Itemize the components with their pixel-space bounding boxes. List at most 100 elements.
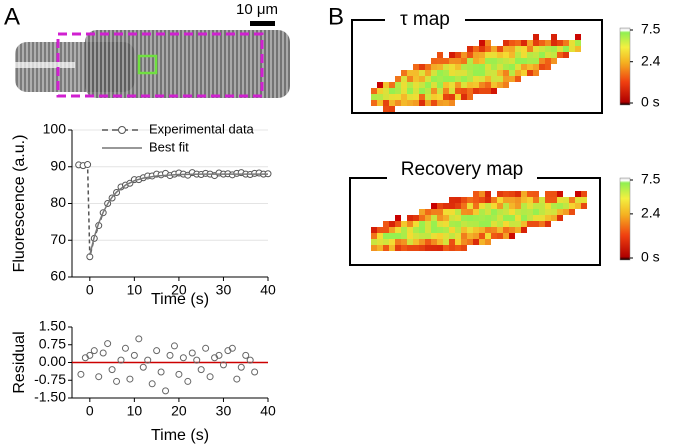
map-pixel bbox=[437, 221, 443, 227]
map-pixel bbox=[515, 46, 521, 52]
map-pixel bbox=[563, 203, 569, 209]
x-tick-label: 30 bbox=[216, 403, 232, 419]
colorbar-tick-label: 0 s bbox=[641, 94, 660, 110]
map-pixel bbox=[539, 197, 545, 203]
map-pixel bbox=[527, 64, 533, 70]
map-pixel bbox=[437, 209, 443, 215]
map-pixel bbox=[575, 203, 581, 209]
map-pixel bbox=[569, 46, 575, 52]
colorbar bbox=[619, 177, 631, 261]
map-pixel bbox=[437, 239, 443, 245]
map-pixel bbox=[437, 88, 443, 94]
map-pixel bbox=[533, 58, 539, 64]
map-pixel bbox=[461, 197, 467, 203]
map-pixel bbox=[539, 221, 545, 227]
map-pixel bbox=[431, 70, 437, 76]
map-pixel bbox=[533, 197, 539, 203]
map-pixel bbox=[461, 94, 467, 100]
y-tick-label: 70 bbox=[50, 231, 66, 247]
map-pixel bbox=[461, 64, 467, 70]
map-pixel bbox=[479, 88, 485, 94]
map-pixel bbox=[551, 197, 557, 203]
map-pixel bbox=[401, 82, 407, 88]
map-pixel bbox=[551, 191, 557, 197]
map-pixel bbox=[491, 221, 497, 227]
map-pixel bbox=[527, 40, 533, 46]
map-pixel bbox=[449, 215, 455, 221]
map-pixel bbox=[551, 46, 557, 52]
map-pixel bbox=[497, 221, 503, 227]
map-pixel bbox=[569, 40, 575, 46]
colorbar-tick-label: 7.5 bbox=[641, 171, 661, 187]
map-pixel bbox=[515, 76, 521, 82]
map-pixel bbox=[443, 64, 449, 70]
map-pixel bbox=[473, 233, 479, 239]
data-point bbox=[206, 373, 214, 381]
map-pixel bbox=[545, 64, 551, 70]
data-point bbox=[90, 347, 98, 355]
data-point bbox=[144, 356, 152, 364]
map-pixel bbox=[389, 239, 395, 245]
map-pixel bbox=[509, 58, 515, 64]
map-pixel bbox=[443, 94, 449, 100]
data-point bbox=[179, 354, 187, 362]
map-pixel bbox=[443, 245, 449, 251]
map-pixel bbox=[455, 239, 461, 245]
panel-label: B bbox=[328, 3, 344, 30]
map-pixel bbox=[425, 100, 431, 106]
map-pixel bbox=[377, 82, 383, 88]
map-pixel bbox=[431, 221, 437, 227]
data-point bbox=[197, 366, 205, 374]
data-point bbox=[242, 351, 250, 359]
map-pixel bbox=[371, 100, 377, 106]
map-pixel bbox=[419, 100, 425, 106]
map-pixel bbox=[395, 245, 401, 251]
map-pixel bbox=[527, 221, 533, 227]
map-pixel bbox=[449, 245, 455, 251]
map-pixel bbox=[497, 58, 503, 64]
map-pixel bbox=[491, 64, 497, 70]
map-pixel bbox=[563, 209, 569, 215]
map-pixel bbox=[509, 46, 515, 52]
map-pixel bbox=[509, 52, 515, 58]
map-pixel bbox=[383, 88, 389, 94]
map-pixel bbox=[479, 52, 485, 58]
map-pixel bbox=[545, 52, 551, 58]
map-pixel bbox=[503, 46, 509, 52]
map-pixel bbox=[527, 52, 533, 58]
map-pixel bbox=[557, 209, 563, 215]
scale-bar bbox=[250, 21, 275, 26]
map-pixel bbox=[473, 52, 479, 58]
map-pixel bbox=[437, 203, 443, 209]
map-pixel bbox=[467, 46, 473, 52]
title-bg bbox=[387, 174, 537, 182]
map-pixel bbox=[497, 197, 503, 203]
map-pixel bbox=[509, 40, 515, 46]
map-pixel bbox=[473, 221, 479, 227]
data-point bbox=[219, 361, 227, 369]
map-pixel bbox=[437, 245, 443, 251]
y-tick-label: 1.50 bbox=[39, 318, 66, 334]
map-pixel bbox=[515, 64, 521, 70]
data-point bbox=[148, 380, 156, 388]
map-pixel bbox=[443, 239, 449, 245]
data-point bbox=[117, 356, 125, 364]
map-pixel bbox=[503, 227, 509, 233]
map-pixel bbox=[443, 203, 449, 209]
map-pixel bbox=[557, 52, 563, 58]
map-pixel bbox=[443, 88, 449, 94]
data-point bbox=[153, 347, 161, 355]
map-pixel bbox=[389, 233, 395, 239]
map-pixel bbox=[425, 209, 431, 215]
map-pixel bbox=[515, 215, 521, 221]
map-pixel bbox=[431, 100, 437, 106]
data-point bbox=[170, 342, 178, 350]
map-pixel bbox=[521, 209, 527, 215]
map-pixel bbox=[485, 76, 491, 82]
map-pixel bbox=[515, 52, 521, 58]
map-pixel bbox=[407, 76, 413, 82]
map-pixel bbox=[437, 64, 443, 70]
cell-image bbox=[15, 30, 290, 98]
map-pixel bbox=[485, 191, 491, 197]
map-pixel bbox=[383, 245, 389, 251]
